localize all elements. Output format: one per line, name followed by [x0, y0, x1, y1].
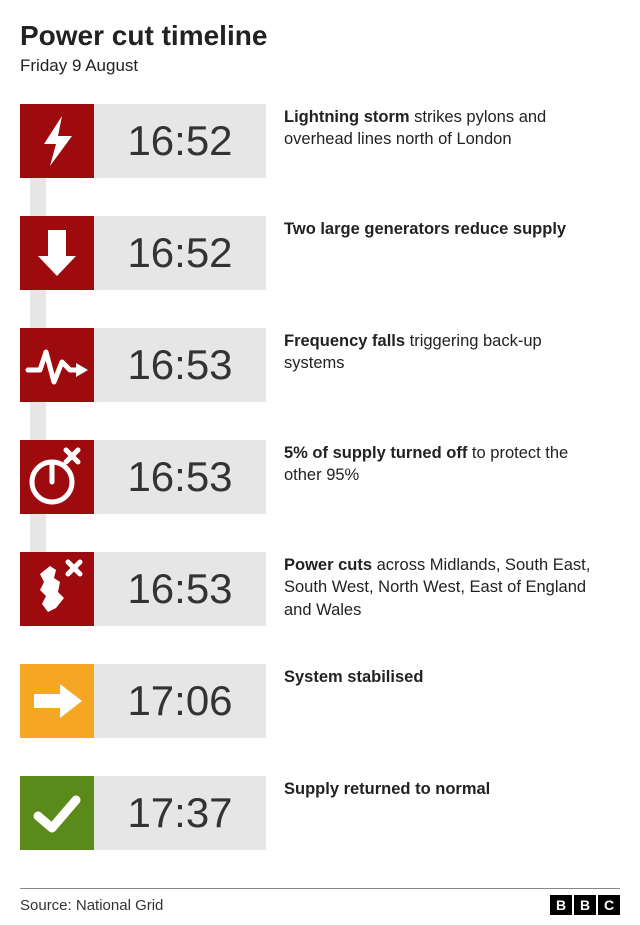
timeline-event: 17:06 System stabilised: [20, 664, 620, 738]
event-bold-text: Frequency falls: [284, 332, 405, 350]
bbc-logo-b1: B: [550, 895, 572, 915]
event-time: 16:52: [94, 216, 266, 290]
event-description: Power cuts across Midlands, South East, …: [266, 552, 596, 621]
event-description: Supply returned to normal: [266, 776, 490, 800]
lightning-icon: [20, 104, 94, 178]
arrow-right-icon: [20, 664, 94, 738]
event-time: 16:53: [94, 328, 266, 402]
event-time: 16:52: [94, 104, 266, 178]
bbc-logo: B B C: [550, 895, 620, 915]
timeline-event: 16:53Frequency falls triggering back-up …: [20, 328, 620, 402]
event-bold-text: Lightning storm: [284, 108, 410, 126]
event-bold-text: System stabilised: [284, 668, 423, 686]
timeline-event: 16:52 Two large generators reduce supply: [20, 216, 620, 290]
event-bold-text: 5% of supply turned off: [284, 444, 467, 462]
event-description: Frequency falls triggering back-up syste…: [266, 328, 596, 375]
uk-map-off-icon: [20, 552, 94, 626]
source-label: Source: National Grid: [20, 897, 163, 914]
arrow-down-icon: [20, 216, 94, 290]
page-title: Power cut timeline: [20, 20, 620, 52]
gauge-off-icon: [20, 440, 94, 514]
timeline-event: 16:535% of supply turned off to protect …: [20, 440, 620, 514]
event-description: Two large generators reduce supply: [266, 216, 566, 240]
event-description: System stabilised: [266, 664, 423, 688]
timeline-event: 16:53Power cuts across Midlands, South E…: [20, 552, 620, 626]
bbc-logo-c: C: [598, 895, 620, 915]
timeline-event: 16:52Lightning storm strikes pylons and …: [20, 104, 620, 178]
event-bold-text: Supply returned to normal: [284, 780, 490, 798]
check-icon: [20, 776, 94, 850]
events-list: 16:52Lightning storm strikes pylons and …: [20, 104, 620, 850]
event-bold-text: Power cuts: [284, 556, 372, 574]
pulse-icon: [20, 328, 94, 402]
event-description: Lightning storm strikes pylons and overh…: [266, 104, 596, 151]
event-time: 16:53: [94, 440, 266, 514]
footer: Source: National Grid B B C: [20, 888, 620, 915]
event-time: 17:06: [94, 664, 266, 738]
timeline-event: 17:37 Supply returned to normal: [20, 776, 620, 850]
event-bold-text: Two large generators reduce supply: [284, 220, 566, 238]
event-time: 16:53: [94, 552, 266, 626]
page-subtitle: Friday 9 August: [20, 56, 620, 76]
event-time: 17:37: [94, 776, 266, 850]
bbc-logo-b2: B: [574, 895, 596, 915]
event-description: 5% of supply turned off to protect the o…: [266, 440, 596, 487]
